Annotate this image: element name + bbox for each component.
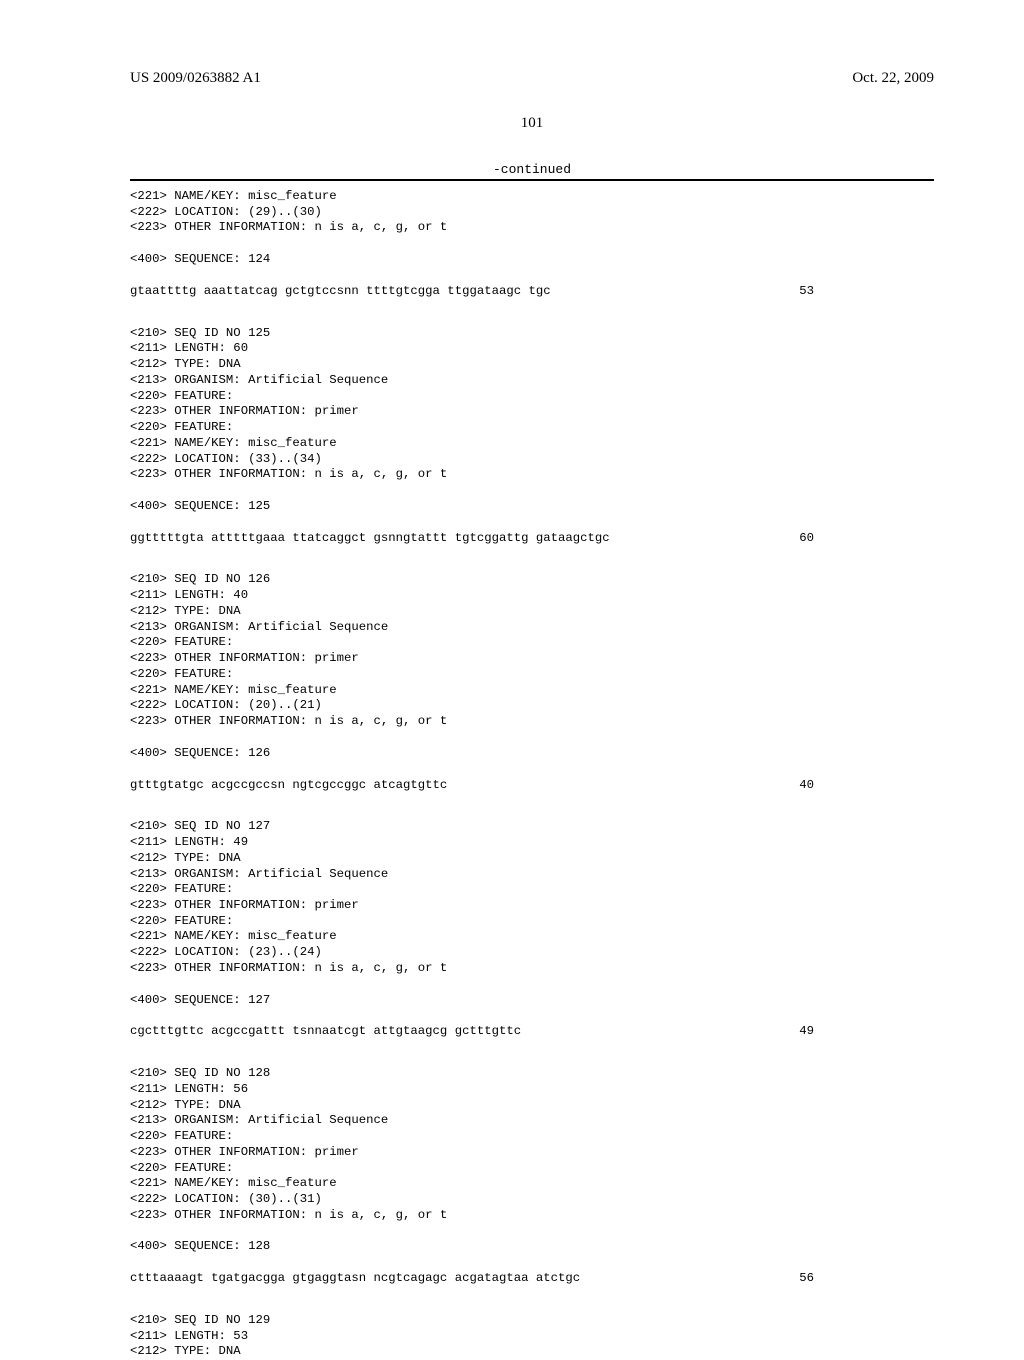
sequence-length: 56 xyxy=(799,1271,934,1287)
sequence-length: 49 xyxy=(799,1024,934,1040)
sequence-metadata: <210> SEQ ID NO 125 <211> LENGTH: 60 <21… xyxy=(130,326,934,483)
sequence-metadata: <210> SEQ ID NO 126 <211> LENGTH: 40 <21… xyxy=(130,572,934,729)
sequence-label: <400> SEQUENCE: 125 xyxy=(130,499,934,515)
sequence-line: gtttgtatgc acgccgccsn ngtcgccggc atcagtg… xyxy=(130,778,934,794)
sequence-metadata: <210> SEQ ID NO 128 <211> LENGTH: 56 <21… xyxy=(130,1066,934,1223)
sequence-label: <400> SEQUENCE: 126 xyxy=(130,746,934,762)
patent-page: US 2009/0263882 A1 Oct. 22, 2009 101 -co… xyxy=(0,0,1024,1320)
continued-label: -continued xyxy=(130,162,934,177)
page-header: US 2009/0263882 A1 Oct. 22, 2009 xyxy=(130,70,934,87)
sequence-text: ggtttttgta atttttgaaa ttatcaggct gsnngta… xyxy=(130,531,610,547)
sequence-metadata: <221> NAME/KEY: misc_feature <222> LOCAT… xyxy=(130,189,934,236)
sequence-line: ctttaaaagt tgatgacgga gtgaggtasn ncgtcag… xyxy=(130,1271,934,1287)
sequence-length: 60 xyxy=(799,531,934,547)
sequence-length: 53 xyxy=(799,284,934,300)
sequence-line: cgctttgttc acgccgattt tsnnaatcgt attgtaa… xyxy=(130,1024,934,1040)
sequence-line: ggtttttgta atttttgaaa ttatcaggct gsnngta… xyxy=(130,531,934,547)
sequence-label: <400> SEQUENCE: 128 xyxy=(130,1239,934,1255)
page-number: 101 xyxy=(130,115,934,132)
sequence-text: gtaattttg aaattatcag gctgtccsnn ttttgtcg… xyxy=(130,284,551,300)
publication-date: Oct. 22, 2009 xyxy=(852,70,934,87)
sequence-text: cgctttgttc acgccgattt tsnnaatcgt attgtaa… xyxy=(130,1024,521,1040)
sequence-text: gtttgtatgc acgccgccsn ngtcgccggc atcagtg… xyxy=(130,778,447,794)
sequence-length: 40 xyxy=(799,778,934,794)
sequence-listing: <221> NAME/KEY: misc_feature <222> LOCAT… xyxy=(130,189,934,1360)
sequence-metadata: <210> SEQ ID NO 127 <211> LENGTH: 49 <21… xyxy=(130,819,934,976)
horizontal-rule xyxy=(130,179,934,181)
sequence-text: ctttaaaagt tgatgacgga gtgaggtasn ncgtcag… xyxy=(130,1271,580,1287)
publication-number: US 2009/0263882 A1 xyxy=(130,70,261,87)
sequence-label: <400> SEQUENCE: 124 xyxy=(130,252,934,268)
sequence-label: <400> SEQUENCE: 127 xyxy=(130,993,934,1009)
sequence-line: gtaattttg aaattatcag gctgtccsnn ttttgtcg… xyxy=(130,284,934,300)
